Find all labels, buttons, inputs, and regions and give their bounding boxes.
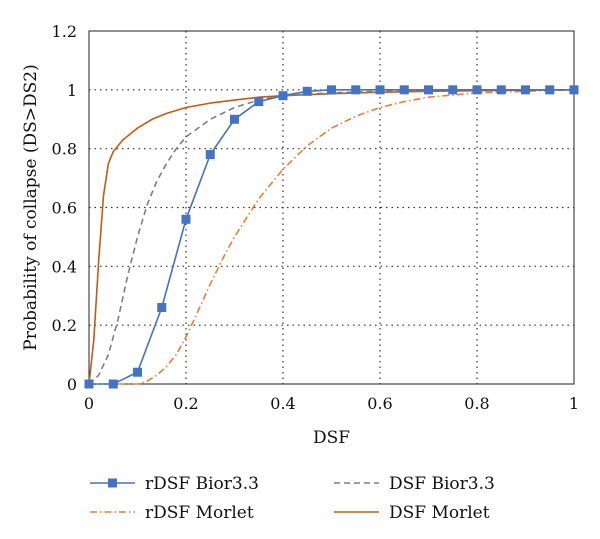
legend-marker bbox=[108, 478, 117, 488]
data-point-marker bbox=[254, 97, 264, 107]
y-tick-label: 1 bbox=[67, 81, 77, 100]
legend-item: DSF Bior3.3 bbox=[334, 474, 495, 494]
plot-area-frame bbox=[88, 30, 575, 385]
data-point-marker bbox=[84, 379, 94, 389]
data-point-marker bbox=[424, 85, 433, 95]
series-dsf-morlet bbox=[88, 89, 575, 385]
series-line bbox=[89, 89, 574, 385]
y-tick-label: 0.2 bbox=[52, 316, 77, 335]
legend-item: rDSF Morlet bbox=[90, 503, 254, 523]
data-point-marker bbox=[569, 85, 579, 95]
x-tick-label: 1 bbox=[569, 394, 579, 413]
y-tick-label: 0.4 bbox=[52, 257, 77, 276]
y-tick-label: 0.8 bbox=[52, 140, 77, 159]
y-tick-label: 0 bbox=[67, 375, 77, 394]
y-tick-label: 0.6 bbox=[52, 199, 77, 218]
x-tick-label: 0.8 bbox=[464, 394, 489, 413]
x-tick-label: 0 bbox=[84, 394, 94, 413]
legend-label: DSF Morlet bbox=[389, 503, 490, 523]
legend-label: rDSF Bior3.3 bbox=[145, 474, 259, 494]
legend-label: DSF Bior3.3 bbox=[389, 474, 495, 494]
data-point-marker bbox=[133, 367, 142, 377]
data-point-marker bbox=[375, 85, 385, 95]
series-line bbox=[88, 89, 575, 385]
data-point-marker bbox=[496, 85, 506, 95]
data-point-marker bbox=[181, 214, 191, 224]
series-line bbox=[88, 89, 574, 385]
data-point-marker bbox=[448, 85, 458, 95]
data-point-marker bbox=[521, 85, 530, 95]
legend-item: DSF Morlet bbox=[334, 503, 490, 523]
data-point-marker bbox=[278, 91, 288, 101]
data-point-marker bbox=[205, 150, 215, 160]
data-point-marker bbox=[351, 85, 361, 95]
series-lines bbox=[84, 85, 579, 389]
series-dsf-bior3-3 bbox=[88, 89, 574, 385]
x-tick-label: 0.4 bbox=[270, 394, 295, 413]
data-point-marker bbox=[472, 85, 482, 95]
series-rdsf-morlet bbox=[89, 89, 575, 385]
y-axis-title: Probability of collapse (DS>DS2) bbox=[21, 64, 41, 351]
x-tick-label: 0.2 bbox=[173, 394, 198, 413]
x-tick-label: 0.6 bbox=[367, 394, 392, 413]
data-point-marker bbox=[108, 379, 118, 389]
data-point-marker bbox=[327, 85, 336, 95]
series-rdsf-bior3-3 bbox=[84, 85, 579, 389]
legend: rDSF Bior3.3 DSF Bior3.3 rDSF Morlet DSF Mo… bbox=[90, 474, 495, 523]
legend-item: rDSF Bior3.3 bbox=[90, 474, 259, 494]
data-point-marker bbox=[157, 303, 167, 313]
legend-label: rDSF Morlet bbox=[145, 503, 254, 523]
data-point-marker bbox=[399, 85, 409, 95]
data-point-marker bbox=[302, 86, 312, 96]
y-tick-label: 1.2 bbox=[52, 22, 77, 41]
data-point-marker bbox=[545, 85, 555, 95]
grid-lines bbox=[89, 31, 574, 384]
data-point-marker bbox=[230, 114, 239, 124]
series-line bbox=[89, 89, 575, 385]
axis-ticks: 0 0.2 0.4 0.6 0.8 1 0 0.2 0.4 0.6 0.8 1 1.2 bbox=[52, 22, 580, 413]
x-axis-title: DSF bbox=[313, 428, 350, 448]
